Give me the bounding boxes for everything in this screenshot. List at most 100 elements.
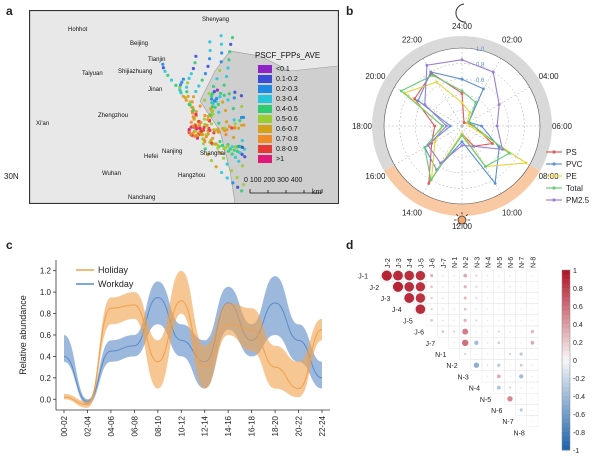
trajectory-point	[212, 99, 217, 103]
trajectory-point	[187, 128, 191, 132]
correlation-circle	[442, 286, 444, 288]
map-legend-item: 0.1-0.2	[258, 75, 298, 83]
column-label: J-4	[407, 258, 414, 268]
correlation-circle	[415, 304, 426, 315]
correlation-circle	[497, 341, 501, 345]
correlation-circle	[441, 274, 444, 277]
city-label: Wuhan	[102, 171, 121, 177]
trajectory-point	[178, 85, 182, 89]
column-label: J-6	[430, 258, 437, 268]
series-point	[493, 182, 497, 185]
colorbar-segment	[562, 378, 570, 383]
legend-marker	[552, 150, 556, 154]
trajectory-point	[195, 136, 199, 140]
hour-label: 24:00	[452, 22, 473, 31]
correlation-circle	[509, 285, 511, 288]
row-label: J-7	[425, 341, 435, 348]
trajectory-point	[211, 101, 215, 106]
correlation-circle	[441, 297, 444, 299]
legend-label: Total	[566, 184, 583, 193]
trajectory-point	[181, 94, 185, 98]
correlation-circle	[486, 364, 489, 367]
trajectory-point	[203, 122, 207, 127]
trajectory-point	[209, 138, 213, 142]
correlation-circle	[531, 308, 534, 310]
legend-label: PS	[566, 148, 577, 157]
map-legend-item: 0.6-0.7	[258, 125, 298, 133]
trajectory-point	[240, 123, 244, 127]
trajectory-point	[225, 162, 229, 166]
column-label: N-5	[497, 257, 504, 268]
series-point	[484, 165, 487, 168]
correlation-circle	[404, 281, 415, 292]
trajectory-point	[202, 98, 207, 102]
column-label: N-6	[508, 257, 515, 268]
colorbar-segment	[562, 400, 570, 406]
trajectory-point	[210, 141, 214, 145]
trajectory-point	[215, 88, 219, 92]
trajectory-point	[166, 73, 170, 77]
map-legend-item: 0.4-0.5	[258, 105, 298, 113]
row-label: N-7	[502, 419, 513, 426]
trajectory-point	[237, 159, 241, 163]
trajectory-point	[199, 129, 203, 133]
x-tick-label: 04-06	[107, 415, 116, 436]
correlation-circle	[430, 285, 433, 289]
map-legend-item: 0.2-0.3	[258, 85, 298, 93]
trajectory-point	[203, 147, 207, 151]
correlation-circle	[519, 408, 523, 412]
correlation-circle	[430, 296, 433, 300]
legend-label: >1	[276, 155, 284, 163]
city-label: Hangzhou	[178, 173, 206, 179]
trajectory-point	[235, 175, 239, 180]
column-label: J-2	[385, 258, 392, 268]
mean-line	[63, 296, 323, 402]
series-point	[480, 124, 483, 128]
polar-spoke	[461, 86, 530, 127]
map-legend-title: PSCF_FPPs_AVE	[255, 51, 321, 60]
trajectory-point	[240, 152, 244, 156]
correlation-circle	[509, 319, 511, 322]
colorbar-segment	[562, 355, 570, 361]
colorbar-tick-label: 0.2	[573, 340, 583, 347]
correlation-circle	[415, 282, 426, 292]
correlation-circle	[531, 364, 534, 366]
trajectory-point	[199, 120, 203, 125]
trajectory-point	[219, 91, 223, 95]
trajectory-point	[233, 125, 237, 129]
trajectory-point	[240, 104, 244, 109]
series-point	[501, 148, 504, 151]
hour-label: 06:00	[552, 122, 573, 131]
colorbar-segment	[562, 364, 570, 370]
trajectory-point	[232, 96, 236, 100]
series-point	[472, 144, 476, 148]
trajectory-point	[229, 169, 234, 173]
y-tick-label: 1.0	[40, 288, 52, 297]
trajectory-point	[219, 42, 224, 46]
colorbar-segment	[562, 391, 570, 397]
city-label: Beijing	[130, 41, 149, 47]
city-label: Jinan	[148, 87, 163, 93]
correlation-circle	[520, 342, 522, 344]
row-label: J-2	[369, 285, 379, 292]
series-point	[423, 103, 427, 106]
series-point	[460, 101, 464, 104]
correlation-circle	[452, 330, 456, 333]
x-tick-label: 20-22	[295, 415, 304, 436]
colorbar-segment	[562, 342, 570, 347]
trajectory-point	[230, 36, 235, 40]
trajectory-point	[194, 112, 198, 116]
correlation-circle	[463, 296, 467, 300]
trajectory-point	[161, 66, 165, 70]
day-ring	[384, 165, 540, 216]
trajectory-point	[186, 94, 190, 99]
colorbar-segment	[562, 324, 570, 329]
row-label: N-3	[458, 374, 469, 381]
trajectory-point	[240, 138, 244, 143]
trajectory-point	[220, 170, 224, 175]
trajectory-point	[223, 126, 227, 130]
city-label: Xi'an	[36, 121, 50, 127]
correlation-circle	[498, 353, 500, 355]
city-label: Shanghai	[200, 151, 226, 157]
trajectory-point	[216, 102, 220, 106]
